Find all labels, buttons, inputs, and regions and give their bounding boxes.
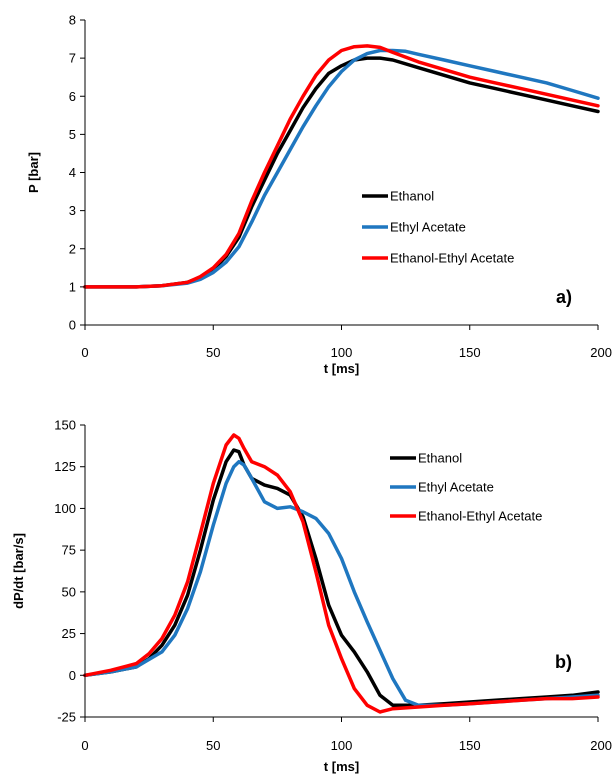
x-tick-label-a: 0 — [81, 345, 88, 360]
y-tick-label-b: 50 — [62, 584, 76, 599]
y-tick-label-b: 75 — [62, 543, 76, 558]
series-line-b-2 — [83, 433, 600, 714]
legend-label-b-2: Ethanol-Ethyl Acetate — [418, 509, 542, 524]
x-tick-label-b: 200 — [590, 738, 612, 753]
series-line-a-0 — [83, 56, 600, 289]
y-tick-label-a: 1 — [69, 279, 76, 294]
y-axis-label-b: dP/dt [bar/s] — [11, 533, 26, 609]
x-tick-label-b: 150 — [459, 738, 481, 753]
series-line-b-1 — [83, 459, 600, 708]
y-tick-label-b: 25 — [62, 626, 76, 641]
chart-panel-a: 0 1 2 3 4 5 6 7 8 0 50 100 150 200 t [ms] P [bar] Ethano… — [26, 13, 612, 377]
y-tick-label-a: 6 — [69, 89, 76, 104]
y-tick-label-b: 150 — [54, 418, 76, 433]
y-tick-label-a: 7 — [69, 51, 76, 66]
legend-label-a-1: Ethyl Acetate — [390, 220, 466, 235]
series-line-b-0 — [83, 448, 600, 708]
y-tick-label-a: 5 — [69, 127, 76, 142]
x-tick-label-b: 0 — [81, 738, 88, 753]
legend-label-b-0: Ethanol — [418, 451, 462, 466]
panel-label-a: a) — [556, 287, 572, 307]
legend-label-a-0: Ethanol — [390, 189, 434, 204]
x-tick-label-a: 50 — [206, 345, 220, 360]
x-tick-label-a: 100 — [331, 345, 353, 360]
y-tick-label-a: 4 — [69, 165, 76, 180]
y-tick-label-a: 0 — [69, 318, 76, 333]
y-tick-label-b: 125 — [54, 459, 76, 474]
x-tick-label-b: 100 — [331, 738, 353, 753]
series-line-a-2 — [83, 44, 600, 289]
x-axis-label-b: t [ms] — [324, 759, 359, 774]
y-axis-label-a: P [bar] — [26, 152, 41, 193]
series-line-a-1 — [83, 48, 600, 289]
chart-panel-b: -25 0 25 50 75 100 125 150 0 50 100 150 200 t [ms] dP/… — [11, 418, 612, 775]
x-axis-label-a: t [ms] — [324, 361, 359, 376]
legend-label-a-2: Ethanol-Ethyl Acetate — [390, 251, 514, 266]
legend-label-b-1: Ethyl Acetate — [418, 480, 494, 495]
y-tick-label-a: 3 — [69, 203, 76, 218]
x-tick-label-a: 200 — [590, 345, 612, 360]
panel-label-b: b) — [555, 652, 572, 672]
x-tick-label-a: 150 — [459, 345, 481, 360]
y-tick-label-b: 100 — [54, 501, 76, 516]
x-tick-label-b: 50 — [206, 738, 220, 753]
y-tick-label-a: 2 — [69, 241, 76, 256]
y-tick-label-b: -25 — [57, 710, 76, 725]
y-tick-label-a: 8 — [69, 13, 76, 28]
y-tick-label-b: 0 — [69, 668, 76, 683]
